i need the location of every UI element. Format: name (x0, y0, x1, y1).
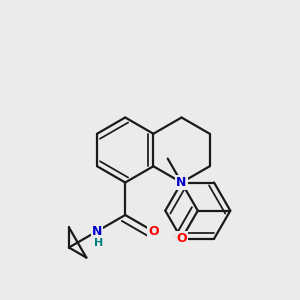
Text: O: O (148, 225, 159, 238)
Text: N: N (92, 225, 102, 238)
Text: O: O (176, 232, 187, 245)
Text: N: N (176, 176, 187, 189)
Text: H: H (94, 238, 103, 248)
